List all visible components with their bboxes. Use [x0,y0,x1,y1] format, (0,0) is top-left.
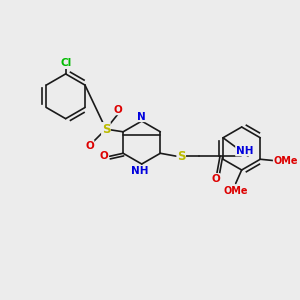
Text: OMe: OMe [273,156,298,166]
Text: NH: NH [236,146,253,156]
Text: NH: NH [131,167,149,176]
Text: O: O [211,174,220,184]
Text: N: N [137,112,146,122]
Text: OMe: OMe [224,186,248,196]
Text: O: O [113,105,122,115]
Text: O: O [99,151,108,161]
Text: O: O [85,140,94,151]
Text: S: S [102,123,110,136]
Text: Cl: Cl [60,58,71,68]
Text: S: S [177,150,185,163]
